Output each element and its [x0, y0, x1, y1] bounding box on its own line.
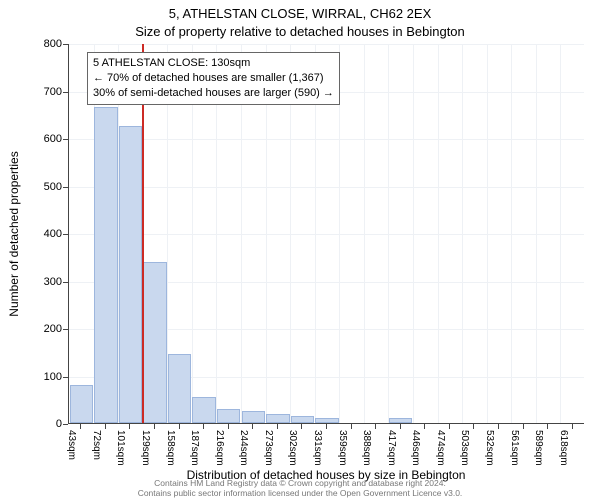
histogram-bar	[291, 416, 314, 423]
x-tick-label: 388sqm	[361, 430, 372, 466]
x-tick-mark	[277, 424, 278, 429]
y-axis-label: Number of detached properties	[7, 151, 21, 316]
x-tick-mark	[179, 424, 180, 429]
x-tick-label: 72sqm	[91, 430, 102, 460]
y-tick-mark	[63, 424, 68, 425]
x-tick-label: 302sqm	[287, 430, 298, 466]
y-tick-mark	[63, 92, 68, 93]
x-tick-label: 561sqm	[509, 430, 520, 466]
x-tick-mark	[351, 424, 352, 429]
y-tick-mark	[63, 234, 68, 235]
y-tick-mark	[63, 377, 68, 378]
x-tick-label: 101sqm	[115, 430, 126, 466]
x-tick-mark	[154, 424, 155, 429]
histogram-bar	[168, 354, 191, 423]
gridline-v	[560, 44, 561, 423]
x-tick-mark	[228, 424, 229, 429]
y-tick-mark	[63, 187, 68, 188]
gridline-v	[438, 44, 439, 423]
x-tick-label: 158sqm	[165, 430, 176, 466]
x-tick-label: 532sqm	[484, 430, 495, 466]
x-tick-mark	[80, 424, 81, 429]
x-tick-label: 187sqm	[189, 430, 200, 466]
x-tick-mark	[301, 424, 302, 429]
histogram-bar	[192, 397, 215, 423]
gridline-v	[511, 44, 512, 423]
y-tick-mark	[63, 139, 68, 140]
x-tick-mark	[252, 424, 253, 429]
x-tick-mark	[203, 424, 204, 429]
gridline-v	[462, 44, 463, 423]
callout-line: ← 70% of detached houses are smaller (1,…	[93, 71, 334, 86]
gridline-h	[69, 44, 584, 45]
x-tick-mark	[523, 424, 524, 429]
histogram-bar	[217, 409, 240, 423]
x-tick-mark	[326, 424, 327, 429]
footer-line1: Contains HM Land Registry data © Crown c…	[0, 478, 600, 488]
x-tick-label: 273sqm	[263, 430, 274, 466]
histogram-bar	[242, 411, 265, 423]
gridline-h	[69, 187, 584, 188]
x-tick-label: 331sqm	[312, 430, 323, 466]
x-tick-label: 474sqm	[435, 430, 446, 466]
y-tick-mark	[63, 282, 68, 283]
x-tick-mark	[547, 424, 548, 429]
y-tick-mark	[63, 329, 68, 330]
histogram-bar	[389, 418, 412, 423]
x-tick-mark	[400, 424, 401, 429]
gridline-h	[69, 234, 584, 235]
x-tick-label: 446sqm	[410, 430, 421, 466]
gridline-v	[388, 44, 389, 423]
x-tick-label: 216sqm	[214, 430, 225, 466]
gridline-v	[413, 44, 414, 423]
gridline-v	[536, 44, 537, 423]
gridline-v	[364, 44, 365, 423]
histogram-bar	[119, 126, 142, 423]
gridline-h	[69, 139, 584, 140]
callout-box: 5 ATHELSTAN CLOSE: 130sqm← 70% of detach…	[87, 52, 340, 105]
page-subtitle: Size of property relative to detached ho…	[0, 24, 600, 39]
x-tick-label: 129sqm	[140, 430, 151, 466]
gridline-v	[487, 44, 488, 423]
histogram-bar	[315, 418, 338, 423]
histogram-bar	[94, 107, 117, 423]
x-tick-mark	[473, 424, 474, 429]
x-tick-mark	[449, 424, 450, 429]
plot-inner: 5 ATHELSTAN CLOSE: 130sqm← 70% of detach…	[68, 44, 584, 424]
histogram-plot: 5 ATHELSTAN CLOSE: 130sqm← 70% of detach…	[68, 44, 584, 424]
histogram-bar	[143, 262, 166, 424]
x-tick-label: 43sqm	[66, 430, 77, 460]
y-tick-mark	[63, 44, 68, 45]
x-tick-mark	[105, 424, 106, 429]
x-tick-label: 618sqm	[558, 430, 569, 466]
x-tick-mark	[498, 424, 499, 429]
x-tick-label: 359sqm	[337, 430, 348, 466]
callout-line: 5 ATHELSTAN CLOSE: 130sqm	[93, 56, 334, 71]
x-tick-label: 417sqm	[386, 430, 397, 466]
x-tick-label: 589sqm	[533, 430, 544, 466]
x-tick-mark	[375, 424, 376, 429]
histogram-bar	[266, 414, 289, 424]
callout-line: 30% of semi-detached houses are larger (…	[93, 86, 334, 101]
page-title-address: 5, ATHELSTAN CLOSE, WIRRAL, CH62 2EX	[0, 6, 600, 21]
x-tick-label: 503sqm	[459, 430, 470, 466]
x-tick-mark	[572, 424, 573, 429]
histogram-bar	[70, 385, 93, 423]
x-tick-mark	[424, 424, 425, 429]
x-tick-label: 244sqm	[238, 430, 249, 466]
footer-line2: Contains public sector information licen…	[0, 488, 600, 498]
footer-attribution: Contains HM Land Registry data © Crown c…	[0, 478, 600, 498]
x-tick-mark	[129, 424, 130, 429]
